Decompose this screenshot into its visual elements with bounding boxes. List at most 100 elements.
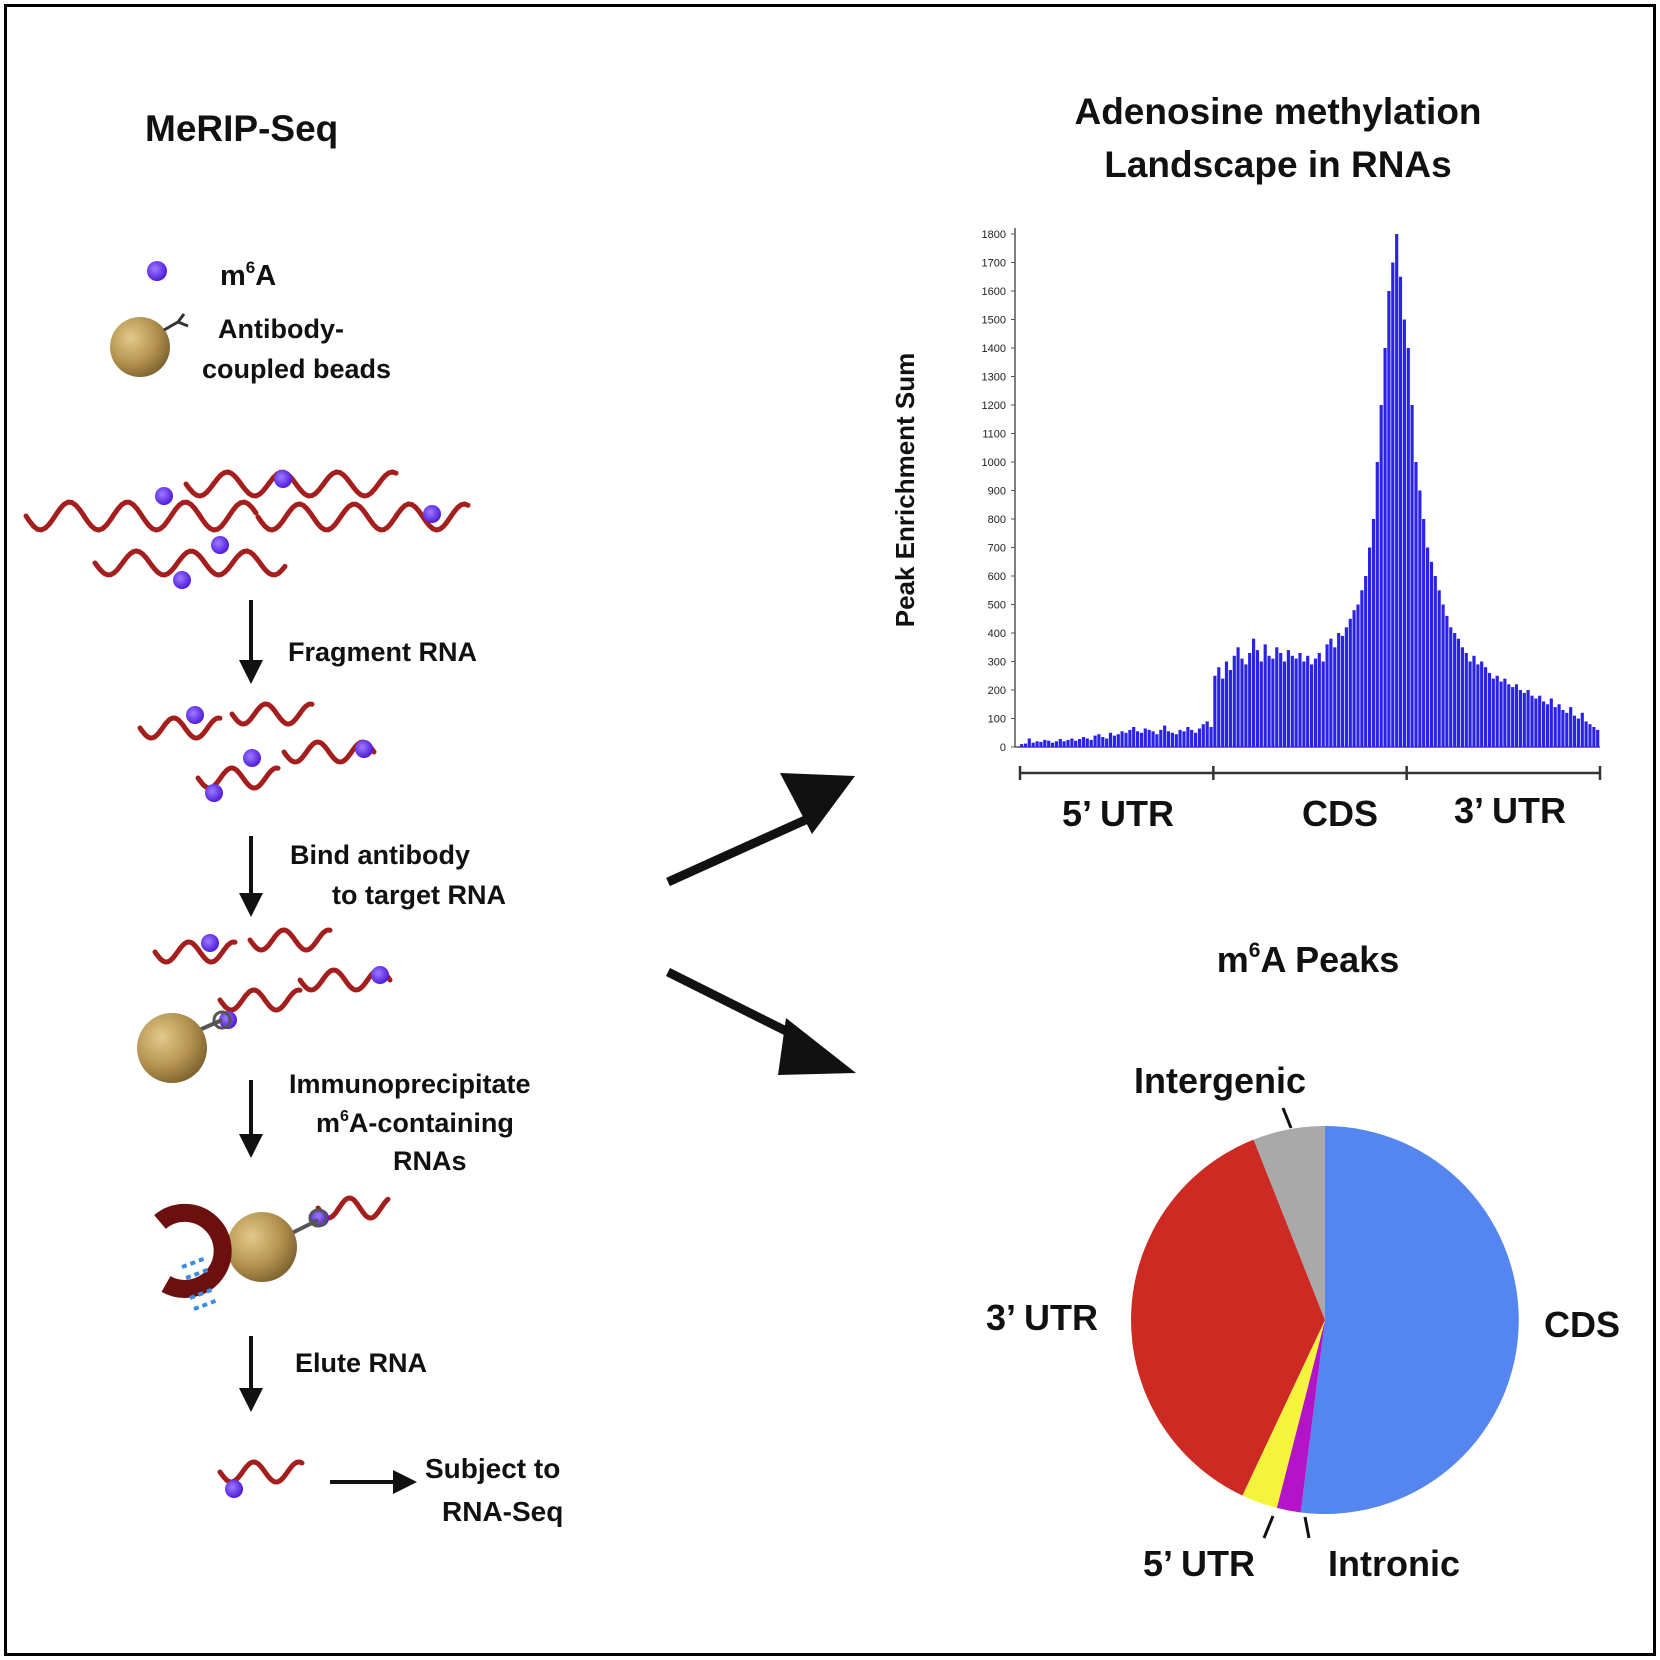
bar (1267, 655, 1271, 747)
m6a-legend-label: m6A (220, 258, 276, 292)
bar (1321, 661, 1325, 747)
bar (1248, 653, 1252, 747)
bar (1186, 727, 1190, 747)
bar (1259, 661, 1263, 747)
bar (1565, 712, 1569, 747)
bar (1542, 701, 1546, 747)
bar (1252, 638, 1256, 747)
bar (1445, 615, 1449, 747)
bar (1534, 698, 1538, 747)
bar (1491, 678, 1495, 747)
bar (1255, 650, 1260, 747)
bar (1209, 727, 1213, 747)
bar (1468, 661, 1472, 747)
m6a-dot (274, 470, 292, 488)
bar (1553, 707, 1557, 747)
pie-slice (1253, 1126, 1325, 1320)
bar (1313, 658, 1318, 747)
bead-icon (227, 1212, 297, 1282)
y-tick-label: 200 (988, 685, 1006, 697)
bar (1549, 698, 1553, 747)
bar (1174, 734, 1178, 747)
bar (1464, 653, 1468, 747)
y-tick-label: 1600 (982, 286, 1006, 298)
captured-bead (227, 1208, 328, 1282)
step-ip-line3: RNAs (393, 1146, 467, 1176)
bar (1391, 262, 1395, 747)
bar (1170, 732, 1174, 748)
pie-slice (1242, 1320, 1325, 1508)
bar (1101, 737, 1105, 747)
y-tick-label: 1500 (982, 315, 1006, 327)
antibody-icon (308, 1208, 328, 1228)
bar (1066, 739, 1070, 747)
bar (1476, 664, 1480, 747)
bar (1371, 519, 1376, 747)
bar (1472, 655, 1476, 747)
antibody-icon (163, 313, 189, 332)
m6a-dot (211, 536, 229, 554)
step-ip-line2: m6A-containing (316, 1108, 514, 1138)
bar (1433, 576, 1437, 747)
bead-icon (110, 317, 170, 377)
bar (1368, 547, 1372, 747)
bar (1511, 687, 1515, 747)
bar (1027, 738, 1031, 747)
y-tick-labels: 0 100 200 300 400 500 600 700 800 900 1000 1100 1200… (982, 229, 1006, 754)
bar (1352, 610, 1356, 747)
bar (1302, 661, 1306, 747)
bar (1487, 672, 1492, 747)
pie-slices (1131, 1126, 1519, 1514)
y-tick-label: 1800 (982, 229, 1006, 241)
chart-bars (1020, 234, 1600, 748)
m6a-dot (186, 706, 204, 724)
bar (1306, 655, 1310, 747)
region-label-5utr: 5’ UTR (1062, 793, 1174, 834)
bar (1441, 604, 1445, 747)
step-subject-line1: Subject to (425, 1453, 560, 1484)
bar (1213, 675, 1217, 748)
y-tick-label: 100 (988, 714, 1006, 726)
bar (1020, 744, 1024, 747)
bar (1572, 715, 1577, 747)
bar (1545, 704, 1550, 748)
bar (1356, 604, 1360, 747)
bar (1410, 405, 1414, 747)
rna-strand (23, 499, 259, 533)
m6a-legend: m6A (147, 258, 276, 292)
bar (1116, 734, 1120, 747)
bar (1298, 653, 1302, 747)
bar (1279, 653, 1283, 747)
bar (1039, 741, 1043, 747)
bar (1329, 638, 1333, 747)
bar (1456, 638, 1461, 747)
bar (1081, 737, 1086, 747)
arrowhead (778, 1018, 856, 1075)
bar (1507, 684, 1511, 747)
bar (1232, 655, 1236, 747)
bar (1112, 735, 1116, 747)
bar (1588, 724, 1592, 747)
m6a-dot (219, 1011, 237, 1029)
bar (1406, 348, 1410, 747)
bar (1263, 644, 1267, 747)
y-tick-label: 700 (988, 543, 1006, 555)
region-label-cds: CDS (1302, 793, 1378, 834)
bar (1364, 576, 1368, 747)
magnet-icon (154, 1203, 232, 1311)
bar (1294, 658, 1298, 747)
bar (1271, 658, 1275, 747)
y-axis-label: Peak Enrichment Sum (890, 353, 920, 628)
bar (1333, 647, 1337, 748)
bar (1538, 695, 1542, 747)
leader-line-intergenic (1281, 1107, 1293, 1129)
m6a-dot (423, 505, 441, 523)
bar (1337, 633, 1341, 747)
step-fragment: Fragment RNA (288, 637, 477, 667)
bar (1143, 728, 1147, 747)
leader-line-intronic (1303, 1516, 1311, 1539)
bar (1244, 664, 1248, 747)
merip-seq-panel: MeRIP-Seq m6A Antibody- coupled beads Fr… (23, 108, 563, 1527)
step-elute: Elute RNA (295, 1348, 427, 1378)
bar (1097, 734, 1101, 747)
